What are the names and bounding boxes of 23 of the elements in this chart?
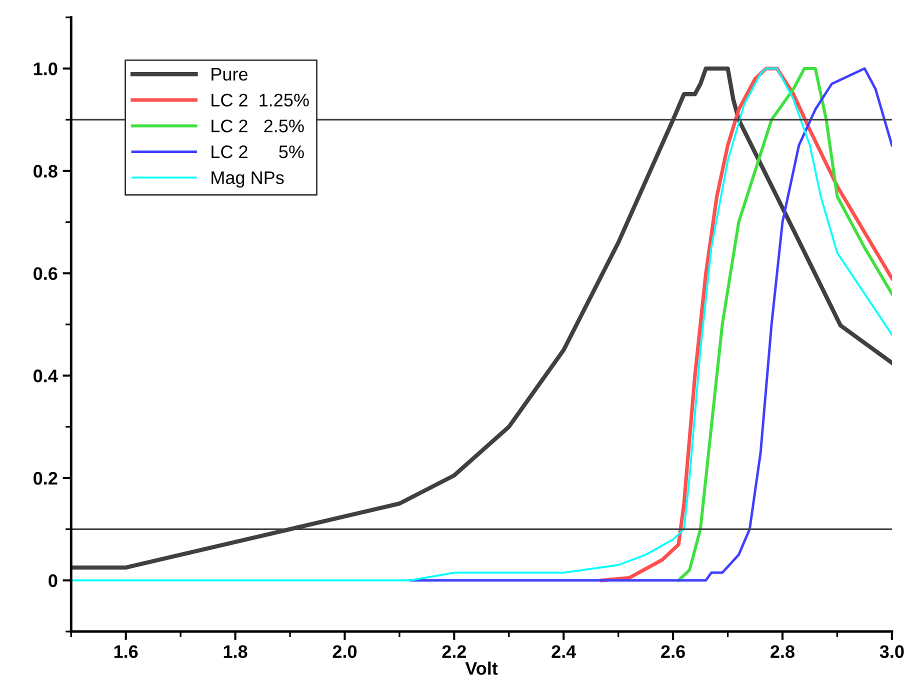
legend-label: LC 2 2.5% <box>212 120 304 132</box>
y-tick-label: 0 <box>48 574 58 588</box>
y-tick-label: 1.0 <box>34 62 58 76</box>
y-tick-label: 0.8 <box>34 164 58 178</box>
legend-label: LC 2 5% <box>212 145 304 158</box>
x-tick-label: 2.6 <box>661 645 685 658</box>
line-series <box>600 66 892 582</box>
x-tick-label: 3.0 <box>880 645 904 658</box>
legend-label: LC 2 1.25% <box>212 94 309 106</box>
line-series <box>409 67 892 582</box>
y-tick-label: 0.4 <box>34 370 58 382</box>
x-tick-label: 2.2 <box>442 645 466 658</box>
x-tick-label: 1.6 <box>114 645 138 658</box>
legend-label: Mag NPs <box>212 171 284 188</box>
legend-label: Pure <box>212 68 248 81</box>
y-tick-label: 0.6 <box>34 267 58 280</box>
x-axis-title: Volt <box>465 662 498 675</box>
line-series <box>677 67 892 582</box>
x-tick-label: 2.0 <box>332 645 357 658</box>
x-tick-label: 1.8 <box>224 645 248 658</box>
y-tick-label: 0.2 <box>34 472 58 485</box>
x-tick-label: 2.8 <box>770 645 794 658</box>
x-tick-label: 2.4 <box>552 645 576 658</box>
